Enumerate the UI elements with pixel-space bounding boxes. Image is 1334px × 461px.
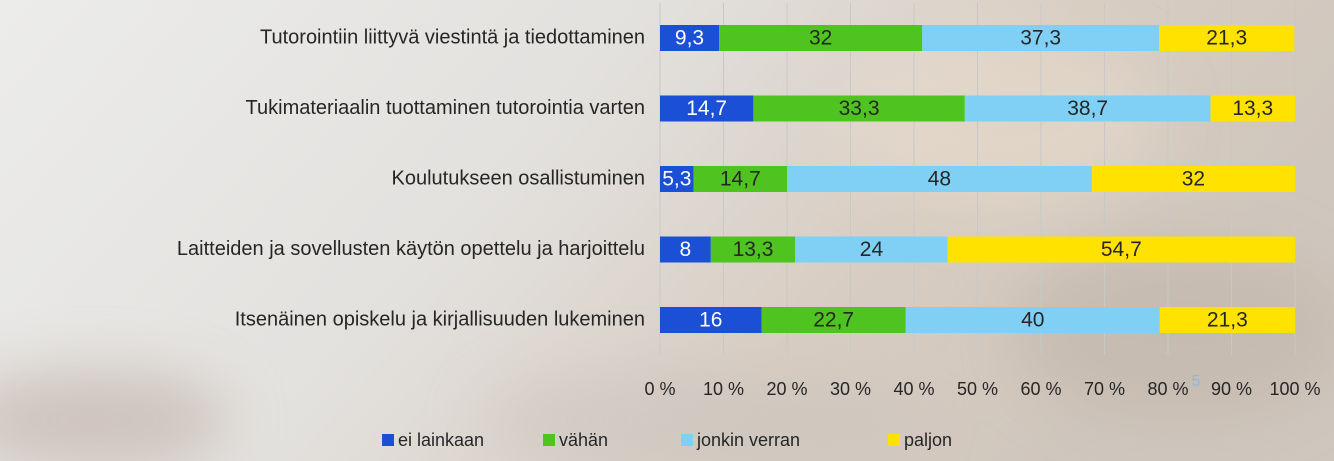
data-label: 32	[809, 27, 832, 50]
x-tick-label: 0 %	[644, 379, 675, 399]
data-label: 5,3	[662, 168, 691, 191]
legend-swatch	[382, 434, 394, 446]
data-label: 8	[680, 238, 692, 261]
bar-segment	[710, 236, 796, 263]
data-label: 24	[860, 238, 884, 261]
bar-segment	[660, 166, 694, 192]
bar-segment	[761, 307, 906, 333]
legend-label: ei lainkaan	[398, 430, 484, 450]
bar-segment	[1210, 95, 1295, 122]
data-label: 13,3	[733, 238, 774, 261]
legend-swatch	[681, 434, 693, 446]
bar-segment	[660, 236, 711, 263]
data-label: 54,7	[1101, 238, 1142, 261]
y-tick-label: Laitteiden ja sovellusten käytön opettel…	[177, 238, 645, 260]
data-label: 22,7	[813, 309, 854, 332]
legend-label: paljon	[904, 430, 952, 450]
bar-segment	[905, 307, 1160, 333]
data-label: 9,3	[675, 27, 704, 50]
bar-segment	[947, 236, 1295, 263]
bar-segment	[922, 25, 1160, 51]
bar-segment	[787, 166, 1092, 192]
data-label: 33,3	[839, 97, 880, 120]
x-tick-label: 100 %	[1269, 379, 1320, 399]
y-tick-label: Tutorointiin liittyvä viestintä ja tiedo…	[260, 26, 645, 48]
bar-segment	[753, 95, 965, 122]
data-label: 21,3	[1206, 27, 1247, 50]
bar-segment	[693, 166, 787, 192]
bar-segment	[660, 25, 720, 51]
bar-segment	[660, 95, 754, 122]
data-label: 37,3	[1020, 27, 1061, 50]
data-label: 32	[1182, 168, 1205, 191]
x-tick-label: 60 %	[1020, 379, 1061, 399]
data-label: 48	[928, 168, 951, 191]
x-tick-label: 70 %	[1084, 379, 1125, 399]
x-tick-label: 20 %	[766, 379, 807, 399]
legend-label: jonkin verran	[696, 430, 800, 450]
x-tick-label: 50 %	[957, 379, 998, 399]
legend-label: vähän	[559, 430, 608, 450]
x-tick-label: 30 %	[830, 379, 871, 399]
x-tick-label: 40 %	[893, 379, 934, 399]
x-tick-label: 80 %	[1147, 379, 1188, 399]
data-label: 21,3	[1207, 309, 1248, 332]
data-label: 14,7	[686, 97, 727, 120]
bar-segment	[964, 95, 1211, 122]
data-label: 40	[1021, 309, 1044, 332]
bar-segment	[1159, 25, 1295, 51]
data-label: 14,7	[720, 168, 761, 191]
y-tick-label: Tukimateriaalin tuottaminen tutorointia …	[246, 97, 645, 119]
bar-segment	[1159, 307, 1295, 333]
bar-segment	[660, 307, 762, 333]
page-number: 5	[1192, 373, 1201, 390]
legend-swatch	[543, 434, 555, 446]
bar-segment	[719, 25, 923, 51]
bar-segment	[1091, 166, 1295, 192]
legend-swatch	[888, 434, 900, 446]
bar-segment	[795, 236, 948, 263]
data-label: 38,7	[1067, 97, 1108, 120]
data-label: 13,3	[1232, 97, 1273, 120]
x-tick-label: 10 %	[703, 379, 744, 399]
y-tick-label: Itsenäinen opiskelu ja kirjallisuuden lu…	[235, 308, 645, 330]
data-label: 16	[699, 309, 722, 332]
x-tick-label: 90 %	[1211, 379, 1252, 399]
y-tick-label: Koulutukseen osallistuminen	[392, 167, 646, 189]
